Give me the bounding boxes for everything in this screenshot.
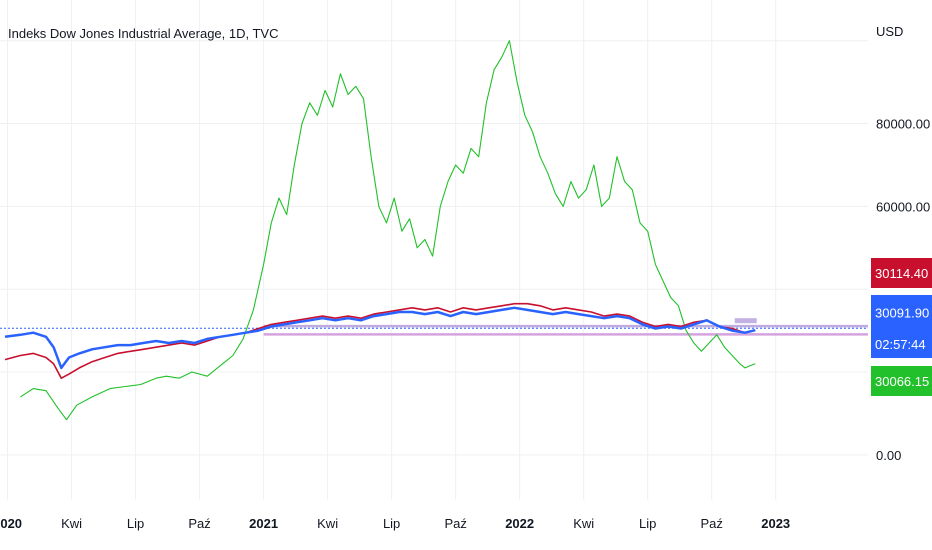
x-tick-label: Lip [383,516,400,531]
x-tick-label: Paź [188,516,210,531]
level-box [734,318,757,324]
series-line [4,306,756,370]
price-label-box [871,330,932,358]
price-label-text: 30066.15 [875,374,929,389]
series-lines [4,40,756,421]
x-tick-label: Kwi [573,516,594,531]
currency-label: USD [876,24,903,39]
x-tick-label: Paź [700,516,722,531]
grid-lines [0,0,868,500]
series-line [20,40,756,421]
reference-lines [0,318,868,336]
price-axis: USD 0.00 60000.00 80000.00 [876,24,930,463]
x-tick-label: Kwi [61,516,82,531]
price-label-text: 02:57:44 [875,337,926,352]
x-tick-label: 2021 [249,516,278,531]
x-tick-label: Paź [444,516,466,531]
price-label-text: 30114.40 [875,266,928,281]
price-label-text: 30091.90 [875,306,929,321]
x-tick-label: 2023 [761,516,790,531]
chart-title: Indeks Dow Jones Industrial Average, 1D,… [8,26,279,41]
x-tick-label: 2022 [505,516,534,531]
y-tick-label: 0.00 [876,448,901,463]
price-label-box [871,258,932,288]
x-tick-label: 2020 [0,516,22,531]
price-label-box [871,366,932,396]
x-tick-label: Kwi [317,516,338,531]
x-tick-label: Lip [639,516,656,531]
price-labels: 30114.40 30091.90 02:57:44 30066.15 [871,258,932,396]
x-tick-label: Lip [127,516,144,531]
y-tick-label: 80000.00 [876,117,930,132]
price-label-box [871,295,932,330]
series-line [4,302,756,379]
y-tick-label: 60000.00 [876,199,930,214]
time-axis: 2020 Kwi Lip Paź 2021 Kwi Lip Paź 2022 Kwi Lip Paź 2… [0,516,790,531]
